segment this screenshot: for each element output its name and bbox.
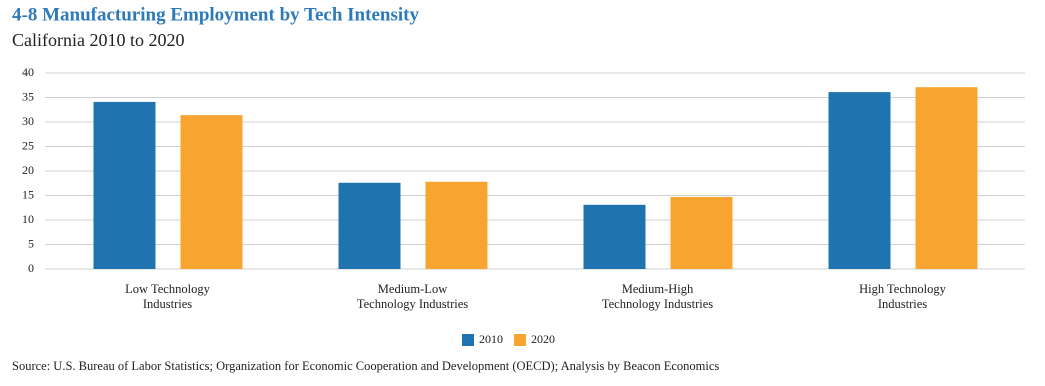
legend-swatch (462, 334, 474, 346)
bar (93, 101, 156, 269)
y-tick-label: 20 (22, 163, 34, 177)
bar (180, 115, 243, 269)
chart-subtitle: California 2010 to 2020 (12, 30, 184, 50)
x-tick-label: High Technology Industries (859, 282, 946, 311)
bar (915, 87, 978, 270)
y-tick-label: 30 (22, 114, 34, 128)
chart-title: 4-8 Manufacturing Employment by Tech Int… (12, 4, 419, 25)
y-tick-label: 25 (22, 138, 34, 152)
bar (583, 204, 646, 269)
x-tick-label: Low Technology Industries (125, 282, 210, 311)
y-tick-label: 10 (22, 212, 34, 226)
legend-swatch (514, 334, 526, 346)
x-tick-label: Medium-High Technology Industries (601, 282, 714, 311)
bar (828, 92, 891, 269)
legend-label: 2020 (531, 332, 555, 346)
y-tick-label: 40 (22, 65, 34, 79)
bar (425, 181, 488, 269)
y-tick-label: 35 (22, 89, 34, 103)
bar (338, 182, 401, 269)
source-note: Source: U.S. Bureau of Labor Statistics;… (12, 359, 719, 373)
y-tick-label: 5 (28, 236, 34, 250)
y-tick-label: 15 (22, 187, 34, 201)
bar (670, 196, 733, 269)
legend-label: 2010 (479, 332, 503, 346)
x-tick-label: Medium-Low Technology Industries (356, 282, 469, 311)
y-tick-label: 0 (28, 261, 34, 275)
